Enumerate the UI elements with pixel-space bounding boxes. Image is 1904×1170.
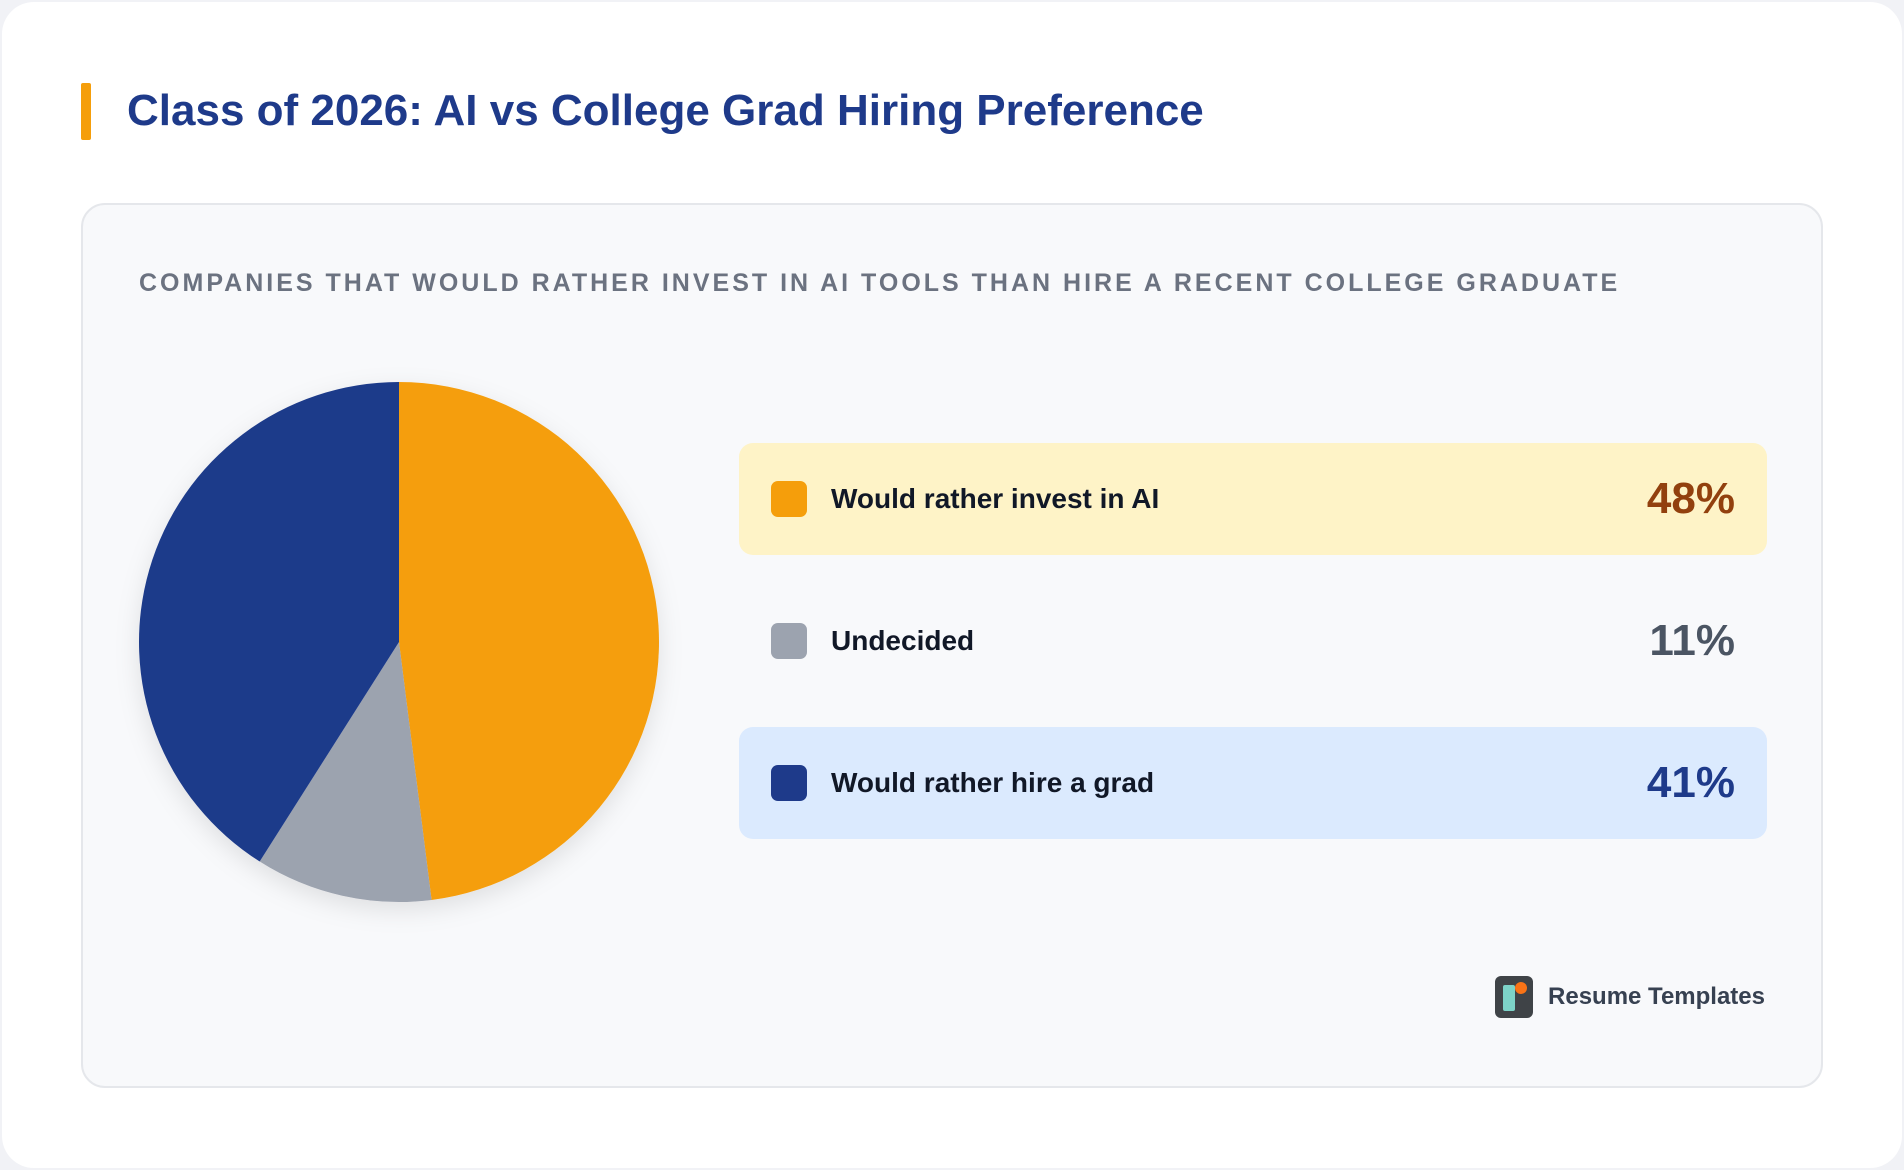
- legend-label: Would rather hire a grad: [831, 767, 1155, 798]
- legend-value: 48%: [1646, 474, 1735, 523]
- pie-slice-hire-a-grad: [138, 382, 399, 862]
- legend-swatch: [771, 481, 807, 517]
- pie-chart: [138, 382, 660, 902]
- title-row: Class of 2026: AI vs College Grad Hiring…: [81, 82, 1204, 140]
- resume-templates-logo-icon: [1495, 976, 1534, 1018]
- legend-swatch: [771, 623, 807, 659]
- pie-svg: [138, 382, 660, 902]
- legend-value: 11%: [1649, 616, 1735, 665]
- chart-legend: Would rather invest in AI 48% Undecided 11%…: [739, 443, 1767, 869]
- brand-name: Resume Templates: [1548, 983, 1765, 1010]
- page-title: Class of 2026: AI vs College Grad Hiring…: [127, 86, 1204, 135]
- chart-card: Companies that would rather invest in AI…: [81, 203, 1823, 1088]
- legend-row-undecided: Undecided 11%: [739, 585, 1767, 697]
- legend-value: 41%: [1646, 758, 1735, 807]
- legend-swatch: [771, 765, 807, 801]
- legend-row-hire-a-grad: Would rather hire a grad 41%: [739, 727, 1767, 839]
- legend-row-invest-in-ai: Would rather invest in AI 48%: [739, 443, 1767, 555]
- chart-title: Companies that would rather invest in AI…: [139, 269, 1621, 297]
- pie-slice-invest-in-ai: [399, 382, 660, 900]
- legend-label: Undecided: [831, 625, 975, 656]
- legend-label: Would rather invest in AI: [831, 483, 1160, 514]
- title-accent-bar: [81, 82, 91, 140]
- pie-slice-undecided: [259, 642, 432, 902]
- brand-mark: Resume Templates: [1495, 976, 1765, 1018]
